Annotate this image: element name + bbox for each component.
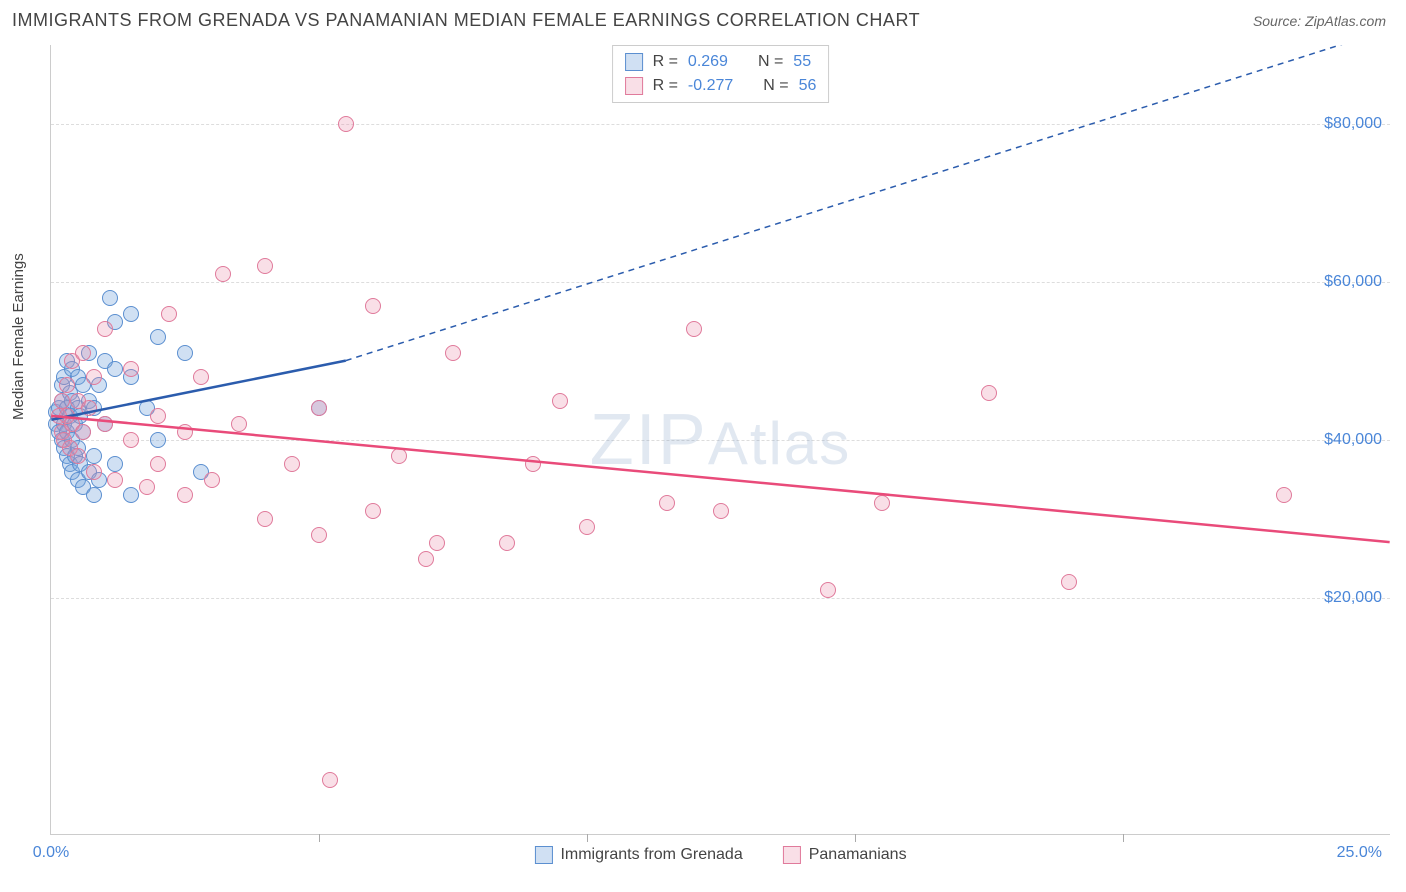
data-point xyxy=(161,306,177,322)
x-tick xyxy=(1123,834,1124,842)
data-point xyxy=(311,527,327,543)
data-point xyxy=(150,329,166,345)
data-point xyxy=(257,511,273,527)
data-point xyxy=(177,345,193,361)
data-point xyxy=(54,393,70,409)
data-point xyxy=(97,416,113,432)
y-tick-label: $20,000 xyxy=(1324,589,1382,607)
y-tick-label: $40,000 xyxy=(1324,431,1382,449)
legend-item: Panamanians xyxy=(783,846,907,864)
data-point xyxy=(75,345,91,361)
x-tick-label: 0.0% xyxy=(33,844,69,862)
data-point xyxy=(445,345,461,361)
chart-header: IMMIGRANTS FROM GRENADA VS PANAMANIAN ME… xyxy=(0,0,1406,36)
x-tick xyxy=(855,834,856,842)
legend-item: Immigrants from Grenada xyxy=(534,846,742,864)
data-point xyxy=(177,487,193,503)
data-point xyxy=(338,116,354,132)
gridline-h xyxy=(51,282,1390,283)
swatch-icon xyxy=(783,846,801,864)
chart-source: Source: ZipAtlas.com xyxy=(1253,13,1386,29)
data-point xyxy=(713,503,729,519)
data-point xyxy=(1276,487,1292,503)
data-point xyxy=(123,432,139,448)
data-point xyxy=(86,487,102,503)
data-point xyxy=(365,503,381,519)
chart-title: IMMIGRANTS FROM GRENADA VS PANAMANIAN ME… xyxy=(12,10,920,31)
data-point xyxy=(981,385,997,401)
data-point xyxy=(204,472,220,488)
data-point xyxy=(123,487,139,503)
data-point xyxy=(150,432,166,448)
data-point xyxy=(86,464,102,480)
data-point xyxy=(150,408,166,424)
data-point xyxy=(139,479,155,495)
data-point xyxy=(820,582,836,598)
data-point xyxy=(75,424,91,440)
swatch-icon xyxy=(534,846,552,864)
correlation-scatter-chart: R = 0.269 N = 55 R = -0.277 N = 56 ZIPAt… xyxy=(50,45,1390,835)
data-point xyxy=(123,306,139,322)
swatch-icon xyxy=(625,53,643,71)
legend-stats-row: R = 0.269 N = 55 xyxy=(625,50,817,74)
data-point xyxy=(552,393,568,409)
data-point xyxy=(86,369,102,385)
data-point xyxy=(215,266,231,282)
data-point xyxy=(59,377,75,393)
legend-series: Immigrants from Grenada Panamanians xyxy=(534,846,906,864)
data-point xyxy=(874,495,890,511)
data-point xyxy=(579,519,595,535)
data-point xyxy=(429,535,445,551)
data-point xyxy=(81,400,97,416)
swatch-icon xyxy=(625,77,643,95)
data-point xyxy=(177,424,193,440)
gridline-h xyxy=(51,598,1390,599)
data-point xyxy=(311,400,327,416)
legend-stats-row: R = -0.277 N = 56 xyxy=(625,74,817,98)
data-point xyxy=(193,369,209,385)
data-point xyxy=(107,456,123,472)
x-tick xyxy=(587,834,588,842)
data-point xyxy=(365,298,381,314)
x-tick-label: 25.0% xyxy=(1337,844,1382,862)
data-point xyxy=(107,472,123,488)
data-point xyxy=(284,456,300,472)
legend-stats: R = 0.269 N = 55 R = -0.277 N = 56 xyxy=(612,45,830,103)
y-tick-label: $80,000 xyxy=(1324,115,1382,133)
data-point xyxy=(391,448,407,464)
y-axis-label: Median Female Earnings xyxy=(10,253,27,420)
data-point xyxy=(70,448,86,464)
gridline-h xyxy=(51,124,1390,125)
data-point xyxy=(231,416,247,432)
data-point xyxy=(1061,574,1077,590)
data-point xyxy=(686,321,702,337)
data-point xyxy=(107,361,123,377)
data-point xyxy=(418,551,434,567)
data-point xyxy=(150,456,166,472)
data-point xyxy=(525,456,541,472)
data-point xyxy=(123,361,139,377)
data-point xyxy=(257,258,273,274)
x-tick xyxy=(319,834,320,842)
gridline-h xyxy=(51,440,1390,441)
data-point xyxy=(102,290,118,306)
data-point xyxy=(86,448,102,464)
data-point xyxy=(322,772,338,788)
y-tick-label: $60,000 xyxy=(1324,273,1382,291)
data-point xyxy=(499,535,515,551)
data-point xyxy=(97,321,113,337)
data-point xyxy=(659,495,675,511)
